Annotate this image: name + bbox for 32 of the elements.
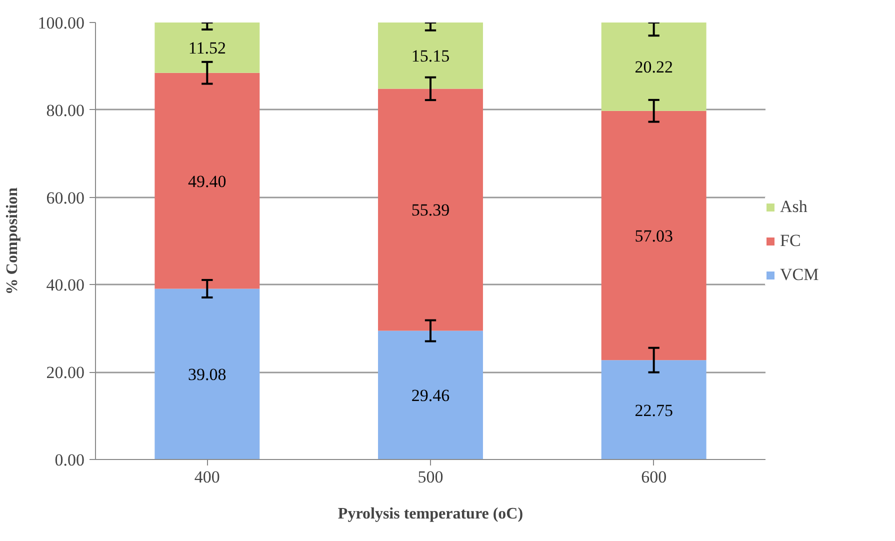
- y-axis-title: % Composition: [4, 187, 21, 295]
- y-tick-label: 40.00: [46, 276, 84, 295]
- bar: [601, 110, 706, 360]
- bar: [601, 22, 706, 111]
- data-label: 11.52: [188, 38, 226, 58]
- bar: [378, 88, 483, 331]
- bar: [154, 22, 260, 73]
- y-tick-label: 100.00: [38, 14, 84, 32]
- x-tick-label: 500: [418, 468, 444, 486]
- data-label: 29.46: [411, 386, 450, 406]
- bar: [154, 288, 260, 460]
- data-label: 15.15: [411, 46, 450, 66]
- x-axis-title: Pyrolysis temperature (oC): [338, 506, 524, 522]
- data-label: 55.39: [411, 200, 450, 220]
- data-label: 57.03: [634, 226, 673, 246]
- y-tick-label: 80.00: [46, 100, 84, 120]
- legend-label: Ash: [780, 196, 808, 216]
- y-tick-label: 60.00: [46, 188, 84, 208]
- data-label: 39.08: [188, 365, 226, 384]
- bar: [601, 360, 706, 460]
- legend-label: FC: [780, 230, 801, 250]
- data-label: 49.40: [188, 172, 226, 191]
- bar: [378, 22, 483, 89]
- data-label: 20.22: [634, 58, 673, 77]
- bar: [378, 330, 483, 460]
- data-label: 22.75: [634, 400, 673, 420]
- y-tick-label: 20.00: [46, 363, 84, 382]
- bar: [154, 72, 260, 289]
- legend-label: VCM: [780, 264, 819, 284]
- x-tick-label: 600: [641, 468, 667, 486]
- y-tick-label: 0.00: [54, 450, 84, 470]
- x-tick-label: 400: [194, 468, 220, 486]
